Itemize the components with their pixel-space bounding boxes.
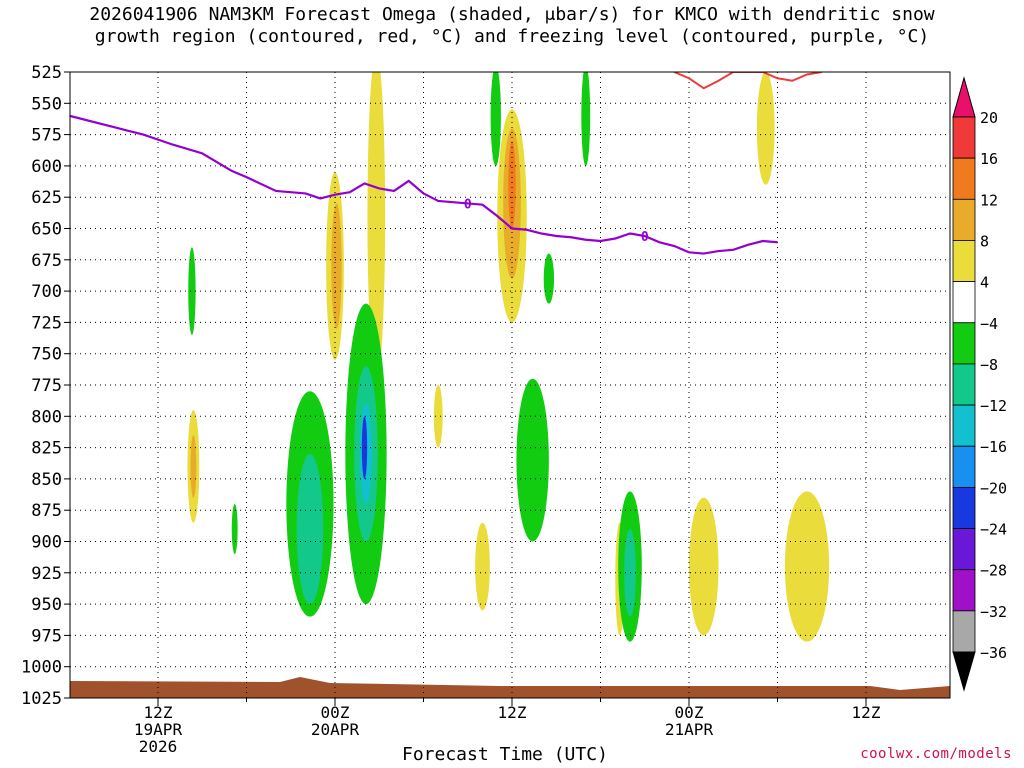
omega-region — [188, 247, 196, 335]
x-tick-label: 12Z — [144, 703, 173, 722]
omega-region — [516, 378, 549, 542]
y-tick-label: 1000 — [21, 658, 62, 678]
colorbar-band — [952, 240, 976, 283]
y-tick-label: 875 — [31, 501, 62, 521]
gridlines — [70, 72, 950, 698]
title-line-2: growth region (contoured, red, °C) and f… — [94, 26, 930, 47]
freezing-level-label: 0 — [641, 230, 649, 245]
x-tick-label: 00Z — [675, 703, 704, 722]
y-tick-label: 825 — [31, 439, 62, 459]
omega-region — [296, 453, 324, 605]
colorbar-label: −20 — [980, 479, 1007, 497]
y-tick-label: 675 — [31, 251, 62, 271]
colorbar-band — [952, 322, 976, 365]
omega-region — [475, 522, 490, 611]
colorbar-band — [952, 363, 976, 406]
y-axis: 525 550 575 600 625 650 675 700 725 750 775 800 825 8… — [21, 63, 70, 709]
colorbar-top-arrow — [952, 76, 976, 118]
x-tick-label: 21APR — [665, 720, 714, 739]
colorbar-label: −12 — [980, 397, 1007, 415]
x-tick-label: 00Z — [321, 703, 350, 722]
omega-region — [433, 385, 443, 448]
omega-region — [361, 416, 368, 479]
x-tick-label: 2026 — [139, 737, 178, 756]
y-tick-label: 625 — [31, 188, 62, 208]
colorbar-label: 12 — [980, 191, 998, 209]
colorbar-band — [952, 610, 976, 653]
credit-text: coolwx.com/models — [860, 746, 1012, 762]
colorbar-label: −28 — [980, 562, 1007, 580]
colorbar-label: −24 — [980, 521, 1007, 539]
omega-region — [543, 253, 555, 304]
colorbar-label: −32 — [980, 603, 1007, 621]
x-tick-label: 19APR — [134, 720, 183, 739]
colorbar-band — [952, 281, 976, 324]
y-tick-label: 975 — [31, 626, 62, 646]
colorbar-band — [952, 445, 976, 488]
y-tick-label: 650 — [31, 220, 62, 240]
colorbar-band — [952, 404, 976, 447]
colorbar-band — [952, 198, 976, 241]
terrain-fill — [70, 677, 950, 698]
omega-region — [190, 435, 197, 498]
colorbar-label: −8 — [980, 356, 998, 374]
x-tick-label: 12Z — [498, 703, 527, 722]
freezing-level-line — [70, 114, 778, 255]
colorbar-band — [952, 157, 976, 200]
colorbar-label: 20 — [980, 109, 998, 127]
y-tick-label: 550 — [31, 94, 62, 114]
y-tick-label: 850 — [31, 470, 62, 490]
omega-region — [508, 140, 516, 229]
y-tick-label: 575 — [31, 126, 62, 146]
freezing-level-label: 0 — [464, 197, 472, 212]
title-line-1: 2026041906 NAM3KM Forecast Omega (shaded… — [89, 4, 935, 25]
colorbar-band — [952, 486, 976, 529]
omega-region — [581, 72, 591, 166]
omega-region — [367, 72, 386, 379]
omega-region — [231, 503, 238, 555]
colorbar-label: −16 — [980, 438, 1007, 456]
y-tick-label: 700 — [31, 282, 62, 302]
chart-title: 2026041906 NAM3KM Forecast Omega (shaded… — [0, 4, 1024, 48]
x-tick-label: 12Z — [852, 703, 881, 722]
colorbar-label: 8 — [980, 232, 989, 250]
terrain-surface — [70, 677, 950, 698]
y-tick-label: 525 — [31, 63, 62, 83]
y-tick-label: 950 — [31, 595, 62, 615]
colorbar-band — [952, 569, 976, 612]
colorbar-label: 4 — [980, 274, 989, 292]
colorbar-band — [952, 116, 976, 159]
colorbar-band — [952, 528, 976, 571]
y-tick-label: 1025 — [21, 689, 62, 709]
y-tick-label: 750 — [31, 345, 62, 365]
colorbar-label: −4 — [980, 315, 998, 333]
y-tick-label: 925 — [31, 564, 62, 584]
y-tick-label: 600 — [31, 157, 62, 177]
omega-shading — [187, 72, 830, 642]
y-tick-label: 725 — [31, 313, 62, 333]
colorbar: 20 16 12 8 4 −4 −8 −12 −16 −20 −24 −28 −32 −36 — [952, 76, 1007, 692]
omega-region — [331, 203, 342, 329]
omega-region — [756, 72, 775, 185]
colorbar-label: −36 — [980, 644, 1007, 662]
x-tick-label: 20APR — [311, 720, 360, 739]
colorbar-bottom-arrow — [952, 651, 976, 692]
x-axis-label: Forecast Time (UTC) — [402, 744, 608, 765]
omega-region — [784, 491, 830, 642]
omega-region — [490, 72, 501, 166]
y-tick-label: 900 — [31, 533, 62, 553]
colorbar-label: 16 — [980, 150, 998, 168]
omega-region — [689, 497, 719, 636]
y-tick-label: 800 — [31, 407, 62, 427]
dgz-contour-line — [673, 72, 822, 90]
contour-lines: 00 — [70, 72, 822, 255]
y-tick-label: 775 — [31, 376, 62, 396]
